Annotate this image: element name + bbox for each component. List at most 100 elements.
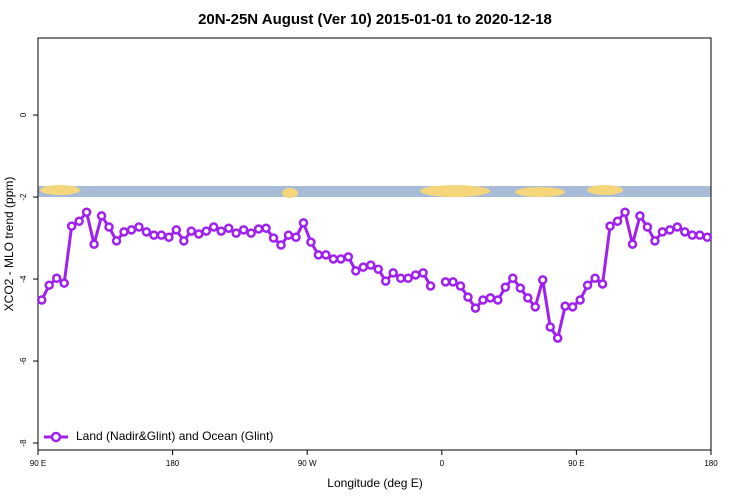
data-point (680, 227, 690, 237)
data-point (59, 278, 69, 288)
legend-marker (50, 431, 62, 443)
x-tick-label: 90 W (298, 459, 317, 468)
data-point (410, 270, 421, 280)
data-point (96, 211, 107, 221)
data-point (201, 226, 211, 236)
data-point (463, 292, 473, 302)
x-axis-label: Longitude (deg E) (327, 476, 422, 490)
data-point (560, 301, 570, 311)
data-point (642, 222, 653, 232)
data-point (223, 223, 234, 233)
data-point (111, 236, 122, 246)
data-point (635, 211, 645, 221)
data-point (336, 254, 346, 264)
map-strip (38, 185, 711, 198)
x-tick-label: 90 E (30, 459, 46, 468)
data-point (702, 232, 713, 242)
plot-frame (37, 37, 712, 451)
data-point (283, 230, 294, 240)
x-tick-label: 90 E (568, 459, 584, 468)
y-tick-label: -2 (19, 193, 28, 201)
data-point (141, 227, 152, 237)
data-point (418, 268, 428, 278)
data-point (650, 236, 660, 246)
y-axis-label: XCO2 - MLO trend (ppm) (2, 177, 16, 312)
data-point (246, 228, 256, 238)
data-point (253, 224, 264, 234)
data-point (687, 230, 698, 240)
data-point (612, 216, 623, 226)
data-point (74, 216, 84, 226)
data-point (328, 254, 339, 264)
data-point (66, 221, 77, 231)
x-tick-label: 0 (440, 459, 445, 468)
data-point (313, 250, 324, 260)
data-point (395, 273, 406, 283)
data-point (89, 239, 99, 249)
data-point (403, 273, 413, 283)
data-point (164, 232, 174, 242)
data-point (523, 293, 533, 303)
data-point (366, 260, 376, 270)
y-tick-label: 0 (19, 112, 28, 117)
data-point (261, 223, 271, 233)
legend-label: Land (Nadir&Glint) and Ocean (Glint) (76, 429, 273, 443)
data-point (343, 252, 354, 262)
data-point (306, 237, 316, 247)
data-point (657, 227, 668, 237)
data-point (440, 277, 451, 287)
data-point (665, 225, 675, 235)
data-point (268, 233, 279, 243)
chart-title: 20N-25N August (Ver 10) 2015-01-01 to 20… (198, 11, 552, 28)
data-point (500, 282, 511, 292)
data-point (538, 275, 548, 285)
data-point (126, 225, 137, 235)
data-point (478, 295, 488, 305)
data-point (470, 303, 481, 313)
data-point (455, 281, 466, 291)
data-point (208, 222, 219, 232)
data-point (388, 268, 398, 278)
data-point (291, 232, 301, 242)
data-point (104, 222, 114, 232)
x-tick-label: 180 (704, 459, 718, 468)
data-point (425, 281, 436, 291)
data-point (597, 279, 608, 289)
data-point (605, 221, 615, 231)
data-point (620, 207, 630, 217)
data-point (552, 333, 563, 343)
data-point (575, 295, 585, 305)
y-tick-label: -6 (19, 357, 28, 365)
data-point (51, 273, 62, 283)
data-point (567, 302, 578, 312)
data-point (171, 225, 182, 235)
data-point (186, 226, 197, 236)
y-tick-label: -8 (19, 439, 28, 447)
data-point (485, 293, 496, 303)
data-point (231, 228, 241, 238)
data-point (156, 230, 167, 240)
data-point (582, 280, 593, 290)
data-point (493, 295, 503, 305)
data-point (194, 229, 204, 239)
data-point (44, 280, 54, 290)
y-tick-label: -4 (19, 275, 28, 283)
data-point (351, 266, 361, 276)
data-point (321, 250, 331, 260)
data-point (358, 262, 369, 272)
data-point (298, 218, 309, 228)
data-point (216, 226, 226, 236)
data-point (515, 283, 526, 293)
data-point (238, 225, 249, 235)
data-point (448, 277, 458, 287)
series-line (40, 208, 708, 342)
data-point (276, 240, 286, 250)
data-point (134, 222, 144, 232)
x-tick-label: 180 (166, 459, 180, 468)
data-point (508, 273, 518, 283)
data-point (545, 322, 555, 332)
data-point (627, 239, 638, 249)
data-point (179, 236, 189, 246)
data-point (36, 295, 47, 305)
